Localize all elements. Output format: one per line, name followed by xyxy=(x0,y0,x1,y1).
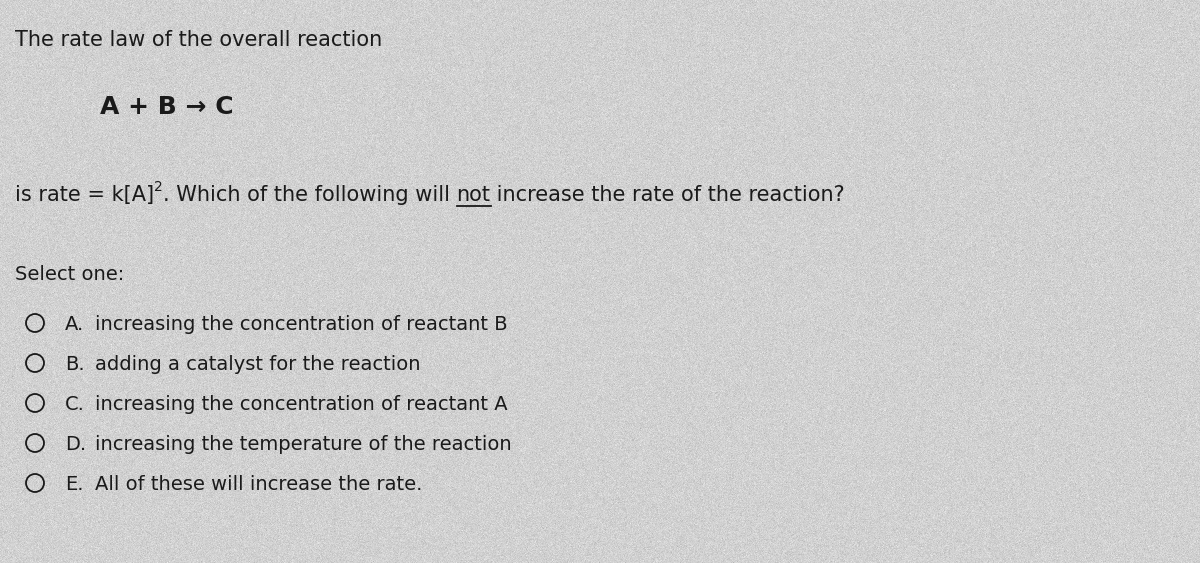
Text: B.: B. xyxy=(65,355,85,374)
Text: increase the rate of the reaction?: increase the rate of the reaction? xyxy=(491,185,845,205)
Text: is rate = k[A]: is rate = k[A] xyxy=(14,185,154,205)
Text: not: not xyxy=(456,185,491,205)
Text: increasing the temperature of the reaction: increasing the temperature of the reacti… xyxy=(95,435,511,454)
Text: . Which of the following will: . Which of the following will xyxy=(163,185,456,205)
Text: D.: D. xyxy=(65,435,86,454)
Text: C.: C. xyxy=(65,395,85,414)
Text: A.: A. xyxy=(65,315,84,334)
Text: increasing the concentration of reactant A: increasing the concentration of reactant… xyxy=(95,395,508,414)
Text: A + B → C: A + B → C xyxy=(100,95,234,119)
Text: 2: 2 xyxy=(154,180,163,194)
Text: All of these will increase the rate.: All of these will increase the rate. xyxy=(95,475,422,494)
Text: E.: E. xyxy=(65,475,84,494)
Text: adding a catalyst for the reaction: adding a catalyst for the reaction xyxy=(95,355,420,374)
Text: increasing the concentration of reactant B: increasing the concentration of reactant… xyxy=(95,315,508,334)
Text: Select one:: Select one: xyxy=(14,265,125,284)
Text: The rate law of the overall reaction: The rate law of the overall reaction xyxy=(14,30,383,50)
